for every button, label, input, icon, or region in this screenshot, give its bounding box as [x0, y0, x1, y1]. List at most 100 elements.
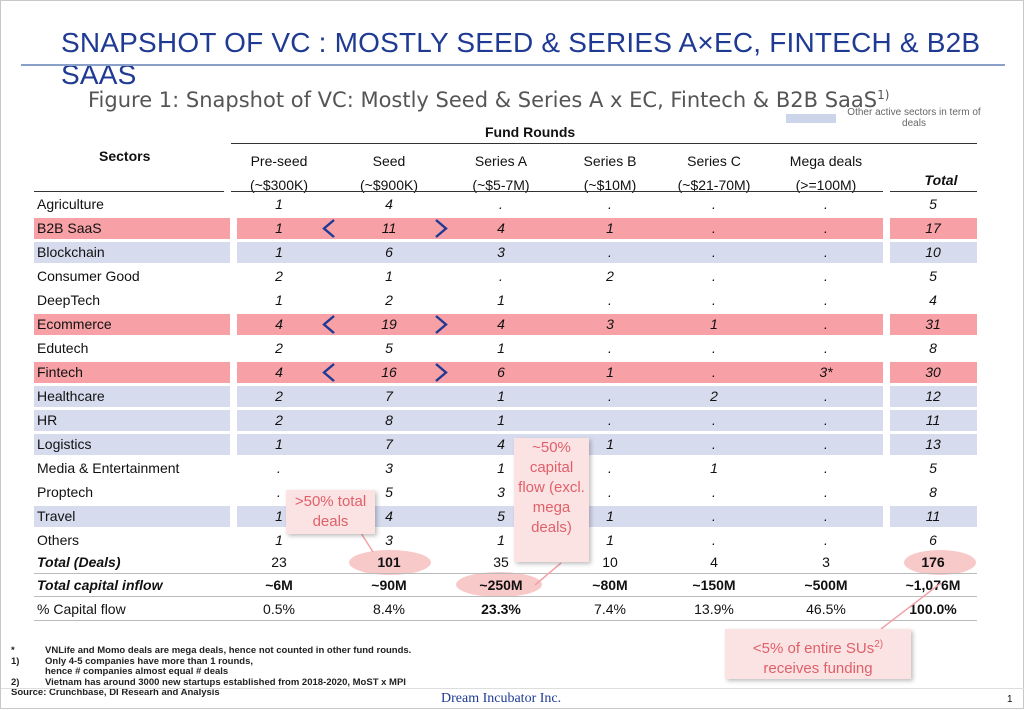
summary-cell: 4	[710, 554, 718, 570]
chevron-left-icon	[322, 363, 335, 382]
table-cell: 4	[497, 220, 505, 236]
row-total: 5	[929, 196, 937, 212]
row-gap	[230, 314, 237, 335]
sector-label: Consumer Good	[37, 268, 140, 284]
fund-rounds-rule	[231, 143, 977, 144]
sector-label: Logistics	[37, 436, 92, 452]
table-cell: 4	[275, 316, 283, 332]
sector-label: Healthcare	[37, 388, 105, 404]
column-name: Seed	[372, 153, 406, 169]
sector-label: Ecommerce	[37, 316, 112, 332]
column-name: Mega deals	[789, 153, 863, 169]
summary-cell: 10	[602, 554, 618, 570]
table-cell: 1	[275, 508, 283, 524]
table-cell: .	[608, 196, 612, 212]
chevron-left-icon	[322, 315, 335, 334]
table-cell: .	[712, 220, 716, 236]
row-total: 12	[925, 388, 941, 404]
footnote: * VNLife and Momo deals are mega deals, h…	[11, 645, 412, 656]
table-cell: 2	[275, 340, 283, 356]
table-cell: 16	[381, 364, 397, 380]
table-cell: 4	[497, 316, 505, 332]
table-cell: 3	[497, 484, 505, 500]
footnotes: * VNLife and Momo deals are mega deals, h…	[11, 645, 412, 699]
table-cell: 1	[497, 460, 505, 476]
table-cell: .	[608, 292, 612, 308]
table-cell: .	[712, 484, 716, 500]
row-highlight	[34, 434, 977, 455]
table-cell: 3	[385, 460, 393, 476]
row-highlight	[34, 362, 977, 383]
table-cell: 1	[497, 412, 505, 428]
sector-label: B2B SaaS	[37, 220, 102, 236]
row-total: 5	[929, 268, 937, 284]
row-total: 4	[929, 292, 937, 308]
footnote: hence # companies almost equal # deals	[45, 666, 229, 677]
table-cell: .	[824, 244, 828, 260]
summary-label: % Capital flow	[37, 601, 126, 617]
table-cell: .	[608, 388, 612, 404]
table-cell: .	[712, 364, 716, 380]
table-cell: 1	[497, 340, 505, 356]
summary-cell: 13.9%	[694, 601, 734, 617]
row-gap	[883, 506, 890, 527]
column-range: (~$21-70M)	[677, 177, 751, 193]
row-gap	[883, 434, 890, 455]
table-cell: 7	[385, 388, 393, 404]
table-cell: .	[277, 484, 281, 500]
slide-title: SNAPSHOT OF VC : MOSTLY SEED & SERIES A×…	[61, 27, 981, 90]
table-cell: .	[824, 436, 828, 452]
footer-rule	[1, 688, 1024, 689]
table-cell: 1	[275, 220, 283, 236]
table-cell: .	[499, 268, 503, 284]
table-cell: 1	[275, 196, 283, 212]
summary-cell: ~250M	[479, 577, 523, 593]
row-total: 5	[929, 460, 937, 476]
table-cell: 2	[275, 268, 283, 284]
table-cell: .	[824, 484, 828, 500]
column-range: (~$5-7M)	[472, 177, 530, 193]
row-gap	[230, 386, 237, 407]
table-cell: .	[277, 460, 281, 476]
column-range: (>=100M)	[795, 177, 857, 193]
column-name: Series B	[583, 153, 637, 169]
table-cell: .	[608, 412, 612, 428]
table-cell: 1	[275, 244, 283, 260]
table-cell: .	[712, 436, 716, 452]
table-cell: 5	[385, 340, 393, 356]
chevron-right-icon	[435, 363, 448, 382]
summary-cell: ~80M	[592, 577, 628, 593]
table-cell: .	[712, 532, 716, 548]
column-range: (~$900K)	[360, 177, 418, 193]
table-cell: .	[824, 460, 828, 476]
summary-cell: 23	[271, 554, 287, 570]
row-gap	[883, 362, 890, 383]
row-gap	[230, 242, 237, 263]
row-gap	[230, 362, 237, 383]
row-total: 17	[925, 220, 941, 236]
summary-total: 176	[921, 554, 945, 570]
table-cell: 8	[385, 412, 393, 428]
table-cell: .	[824, 268, 828, 284]
column-header: Pre-seed (~$300K)	[224, 149, 334, 197]
footnote: 1) Only 4-5 companies have more than 1 ro…	[11, 655, 254, 667]
row-gap	[883, 242, 890, 263]
table-cell: .	[712, 244, 716, 260]
figure-title-footnote-ref: 1)	[877, 88, 890, 102]
table-cell: .	[608, 484, 612, 500]
row-total: 13	[925, 436, 941, 452]
table-cell: 1	[497, 292, 505, 308]
summary-cell: ~6M	[265, 577, 293, 593]
sector-label: HR	[37, 412, 58, 428]
table-cell: .	[824, 532, 828, 548]
table-cell: 3	[497, 244, 505, 260]
column-header: Series C (~$21-70M)	[659, 149, 769, 197]
row-highlight	[34, 218, 977, 239]
row-gap	[883, 410, 890, 431]
seed-deals-highlight	[349, 550, 431, 575]
funding-share-callout: <5% of entire SUs2) receives funding	[725, 629, 911, 679]
chevron-right-icon	[435, 315, 448, 334]
table-cell: .	[608, 340, 612, 356]
funding-share-footnote-ref: 2)	[874, 639, 884, 650]
